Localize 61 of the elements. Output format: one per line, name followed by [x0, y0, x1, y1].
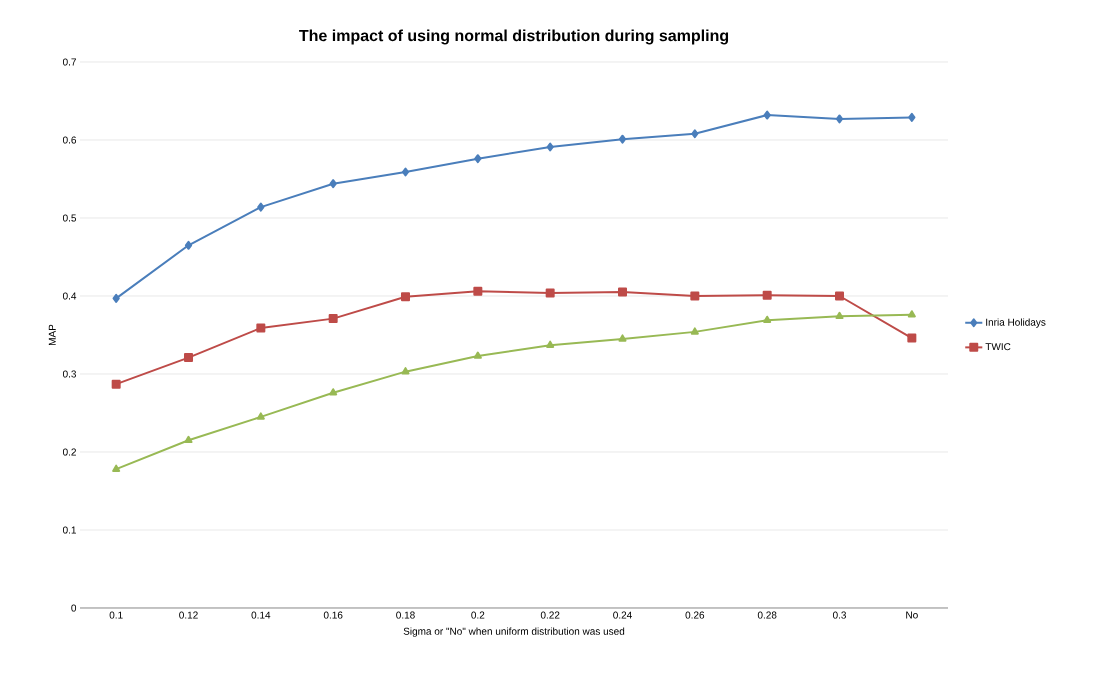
point: [908, 112, 916, 122]
point: [763, 315, 772, 323]
y-tick-label: 0.5: [62, 214, 77, 222]
point: [762, 290, 772, 300]
point: [690, 327, 699, 335]
point: [256, 323, 266, 333]
point: [112, 293, 120, 303]
x-tick-label: 0.16: [323, 611, 343, 619]
y-tick-label: 0.6: [62, 136, 77, 144]
point: [907, 310, 916, 318]
legend-label: TWIC: [985, 343, 1011, 351]
chart-title: The impact of using normal distribution during sampling: [299, 29, 729, 45]
point: [835, 311, 844, 320]
x-tick-label: 0.1: [109, 611, 123, 619]
point: [618, 287, 628, 297]
point: [401, 292, 411, 302]
point: [546, 340, 555, 348]
point: [329, 179, 337, 189]
point: [256, 412, 265, 420]
x-tick-label: 0.24: [613, 611, 632, 619]
point: [184, 435, 193, 444]
point: [618, 134, 627, 144]
y-axis-title: MAP: [48, 324, 56, 346]
legend-label: Inria Holidays: [986, 318, 1046, 328]
x-tick-label: 0.12: [179, 611, 198, 619]
point: [112, 464, 121, 472]
x-tick-label: 0.14: [251, 611, 271, 619]
x-tick-label: 0.3: [832, 611, 847, 619]
point: [691, 129, 699, 139]
point: [401, 167, 410, 177]
y-tick-label: 0: [71, 604, 77, 612]
y-tick-label: 0.3: [62, 370, 77, 378]
x-tick-label: 0.18: [396, 611, 415, 619]
x-tick-label: No: [906, 611, 918, 619]
point: [184, 240, 193, 250]
point: [184, 353, 193, 363]
point: [111, 379, 121, 389]
y-tick-label: 0.2: [62, 448, 76, 456]
x-tick-label: 0.22: [540, 611, 560, 619]
point: [257, 202, 265, 212]
point: [907, 333, 917, 343]
point: [474, 154, 482, 164]
point: [763, 110, 771, 120]
x-axis-title: Sigma or "No" when uniform distribution was used: [403, 627, 625, 637]
y-tick-label: 0.7: [62, 58, 76, 66]
x-tick-label: 0.26: [685, 611, 705, 619]
point: [329, 388, 338, 396]
point: [473, 286, 483, 296]
x-tick-label: 0.28: [757, 611, 777, 619]
point: [546, 142, 554, 152]
point: [328, 314, 338, 324]
y-tick-label: 0.4: [62, 292, 77, 300]
x-tick-label: 0.2: [471, 611, 485, 619]
point: [618, 334, 627, 342]
point: [473, 351, 482, 359]
point: [690, 291, 700, 301]
y-tick-label: 0.1: [62, 526, 76, 534]
point: [835, 114, 844, 124]
point: [401, 367, 410, 375]
point: [545, 288, 555, 298]
point: [835, 291, 845, 301]
